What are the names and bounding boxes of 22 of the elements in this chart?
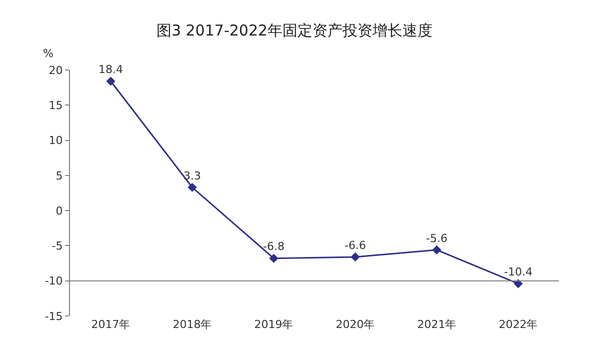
x-tick-label: 2017年 (91, 318, 130, 331)
chart-title: 图3 2017-2022年固定资产投资增长速度 (156, 21, 433, 40)
x-tick-label: 2021年 (417, 318, 456, 331)
y-tick-label: 10 (48, 134, 63, 148)
data-label: -6.8 (263, 240, 284, 254)
y-axis-title: % (43, 47, 54, 60)
y-tick-label: 15 (48, 98, 63, 112)
x-tick-label: 2019年 (254, 318, 294, 331)
data-label: 18.4 (98, 63, 123, 76)
data-label: -5.6 (426, 232, 448, 245)
data-label: 3.3 (184, 169, 201, 182)
y-tick-label: 0 (56, 204, 63, 218)
x-tick-label: 2018年 (172, 318, 212, 331)
y-tick-label: -10 (44, 274, 63, 288)
data-label: -6.6 (344, 238, 366, 252)
y-tick-label: -15 (44, 310, 63, 323)
data-label: -10.4 (504, 266, 532, 279)
x-tick-label: 2022年 (498, 318, 538, 331)
x-tick-label: 2020年 (336, 318, 375, 331)
y-tick-label: 5 (56, 169, 63, 182)
y-tick-label: 20 (48, 64, 63, 77)
y-tick-label: -5 (52, 240, 63, 253)
